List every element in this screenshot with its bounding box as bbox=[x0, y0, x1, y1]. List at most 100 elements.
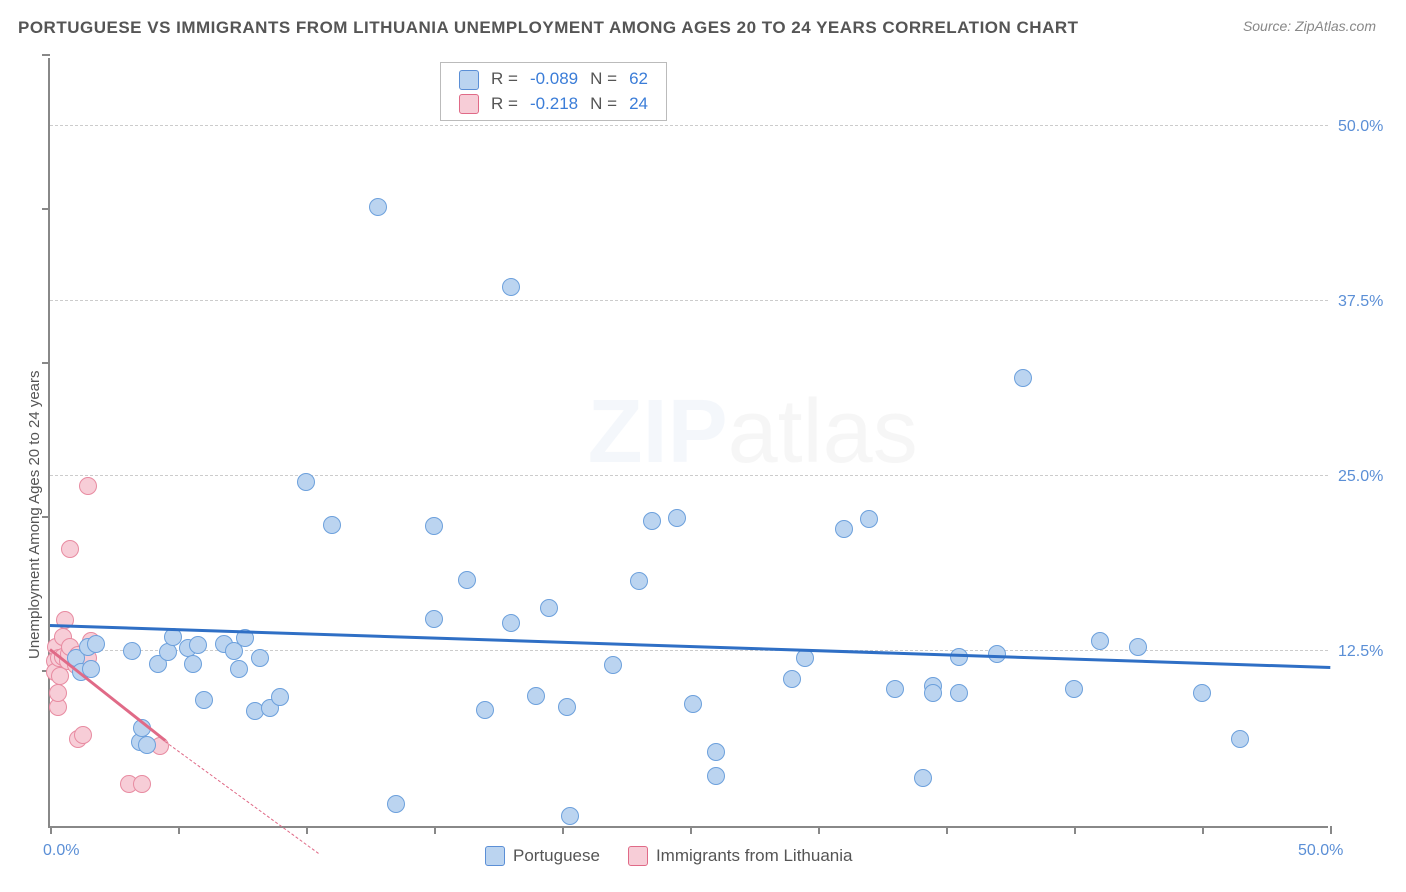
y-tick-label: 50.0% bbox=[1338, 118, 1398, 136]
chart-title: PORTUGUESE VS IMMIGRANTS FROM LITHUANIA … bbox=[18, 18, 1079, 38]
data-point-portuguese bbox=[425, 610, 443, 628]
legend-row-portuguese: R = -0.089 N = 62 bbox=[453, 67, 654, 92]
data-point-portuguese bbox=[323, 516, 341, 534]
chart-container: PORTUGUESE VS IMMIGRANTS FROM LITHUANIA … bbox=[0, 0, 1406, 892]
swatch-portuguese bbox=[485, 846, 505, 866]
data-point-lithuania bbox=[79, 477, 97, 495]
gridline bbox=[50, 475, 1328, 476]
data-point-portuguese bbox=[630, 572, 648, 590]
x-tick-mark bbox=[818, 826, 820, 834]
data-point-portuguese bbox=[914, 769, 932, 787]
legend-R-value-portuguese: -0.089 bbox=[524, 67, 584, 92]
swatch-portuguese bbox=[459, 70, 479, 90]
x-tick-mark bbox=[1330, 826, 1332, 834]
data-point-lithuania bbox=[74, 726, 92, 744]
gridline bbox=[50, 125, 1328, 126]
data-point-portuguese bbox=[924, 684, 942, 702]
data-point-portuguese bbox=[668, 509, 686, 527]
data-point-portuguese bbox=[1193, 684, 1211, 702]
y-tick-label: 37.5% bbox=[1338, 293, 1398, 311]
plot-area: ZIPatlas 12.5%25.0%37.5%50.0% bbox=[48, 58, 1328, 828]
data-point-portuguese bbox=[138, 736, 156, 754]
data-point-portuguese bbox=[230, 660, 248, 678]
x-tick-mark bbox=[50, 826, 52, 834]
data-point-portuguese bbox=[1129, 638, 1147, 656]
trend-line bbox=[165, 741, 319, 854]
legend-R-label: R = bbox=[485, 92, 524, 117]
data-point-portuguese bbox=[458, 571, 476, 589]
data-point-lithuania bbox=[133, 775, 151, 793]
legend-row-lithuania: R = -0.218 N = 24 bbox=[453, 92, 654, 117]
x-tick-mark bbox=[690, 826, 692, 834]
data-point-portuguese bbox=[1065, 680, 1083, 698]
data-point-portuguese bbox=[604, 656, 622, 674]
data-point-lithuania bbox=[61, 540, 79, 558]
y-tick-label: 25.0% bbox=[1338, 468, 1398, 486]
legend-label-portuguese: Portuguese bbox=[513, 846, 600, 866]
x-tick-mark bbox=[306, 826, 308, 834]
data-point-lithuania bbox=[49, 684, 67, 702]
y-tick-mark bbox=[42, 54, 50, 56]
swatch-lithuania bbox=[459, 94, 479, 114]
legend-N-value-lithuania: 24 bbox=[623, 92, 654, 117]
data-point-portuguese bbox=[886, 680, 904, 698]
data-point-portuguese bbox=[835, 520, 853, 538]
data-point-portuguese bbox=[502, 614, 520, 632]
data-point-portuguese bbox=[707, 743, 725, 761]
data-point-portuguese bbox=[184, 655, 202, 673]
watermark-atlas: atlas bbox=[728, 382, 918, 482]
legend-N-label: N = bbox=[584, 67, 623, 92]
y-tick-mark bbox=[42, 208, 50, 210]
legend-N-value-portuguese: 62 bbox=[623, 67, 654, 92]
data-point-portuguese bbox=[159, 643, 177, 661]
data-point-portuguese bbox=[988, 645, 1006, 663]
data-point-portuguese bbox=[369, 198, 387, 216]
watermark-zip: ZIP bbox=[588, 382, 728, 482]
data-point-portuguese bbox=[123, 642, 141, 660]
data-point-portuguese bbox=[783, 670, 801, 688]
data-point-portuguese bbox=[561, 807, 579, 825]
legend-N-label: N = bbox=[584, 92, 623, 117]
data-point-portuguese bbox=[189, 636, 207, 654]
x-tick-mark bbox=[1074, 826, 1076, 834]
data-point-portuguese bbox=[251, 649, 269, 667]
legend-item-portuguese: Portuguese bbox=[485, 846, 600, 866]
source-attribution: Source: ZipAtlas.com bbox=[1243, 18, 1376, 34]
data-point-portuguese bbox=[1014, 369, 1032, 387]
data-point-portuguese bbox=[527, 687, 545, 705]
gridline bbox=[50, 300, 1328, 301]
legend-item-lithuania: Immigrants from Lithuania bbox=[628, 846, 853, 866]
data-point-portuguese bbox=[684, 695, 702, 713]
data-point-portuguese bbox=[860, 510, 878, 528]
data-point-portuguese bbox=[558, 698, 576, 716]
watermark: ZIPatlas bbox=[588, 381, 918, 484]
x-axis-max-label: 50.0% bbox=[1298, 842, 1343, 860]
y-tick-mark bbox=[42, 362, 50, 364]
data-point-portuguese bbox=[387, 795, 405, 813]
data-point-lithuania bbox=[51, 667, 69, 685]
data-point-portuguese bbox=[950, 684, 968, 702]
y-tick-mark bbox=[42, 516, 50, 518]
x-axis-min-label: 0.0% bbox=[43, 842, 79, 860]
legend-R-label: R = bbox=[485, 67, 524, 92]
x-tick-mark bbox=[946, 826, 948, 834]
data-point-portuguese bbox=[87, 635, 105, 653]
data-point-portuguese bbox=[195, 691, 213, 709]
data-point-portuguese bbox=[540, 599, 558, 617]
x-tick-mark bbox=[562, 826, 564, 834]
x-tick-mark bbox=[1202, 826, 1204, 834]
x-tick-mark bbox=[434, 826, 436, 834]
legend-R-value-lithuania: -0.218 bbox=[524, 92, 584, 117]
data-point-portuguese bbox=[502, 278, 520, 296]
correlation-legend: R = -0.089 N = 62 R = -0.218 N = 24 bbox=[440, 62, 667, 121]
data-point-portuguese bbox=[1231, 730, 1249, 748]
data-point-portuguese bbox=[643, 512, 661, 530]
data-point-portuguese bbox=[297, 473, 315, 491]
y-axis-label: Unemployment Among Ages 20 to 24 years bbox=[26, 370, 43, 659]
data-point-portuguese bbox=[1091, 632, 1109, 650]
data-point-portuguese bbox=[707, 767, 725, 785]
x-tick-mark bbox=[178, 826, 180, 834]
data-point-portuguese bbox=[476, 701, 494, 719]
y-tick-label: 12.5% bbox=[1338, 643, 1398, 661]
swatch-lithuania bbox=[628, 846, 648, 866]
